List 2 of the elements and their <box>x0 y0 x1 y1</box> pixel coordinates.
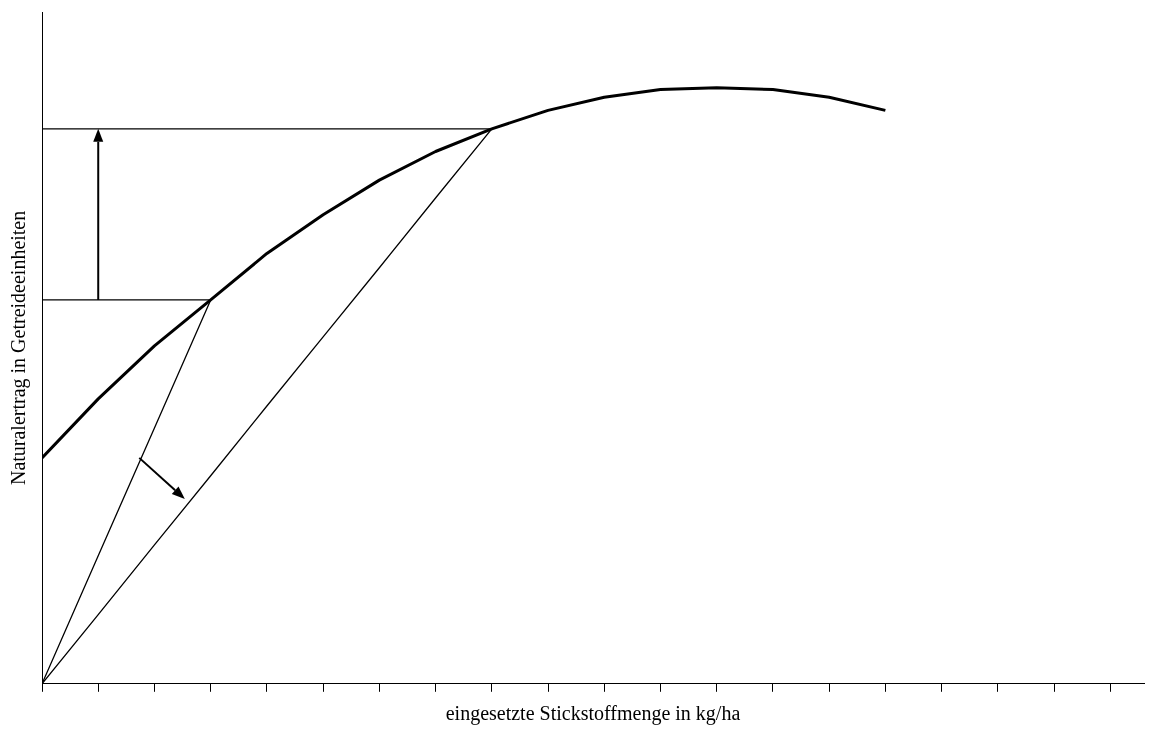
x-axis-title: eingesetzte Stickstoffmenge in kg/ha <box>445 702 741 726</box>
y-axis-title: Naturalertrag in Getreideeinheiten <box>7 210 31 486</box>
